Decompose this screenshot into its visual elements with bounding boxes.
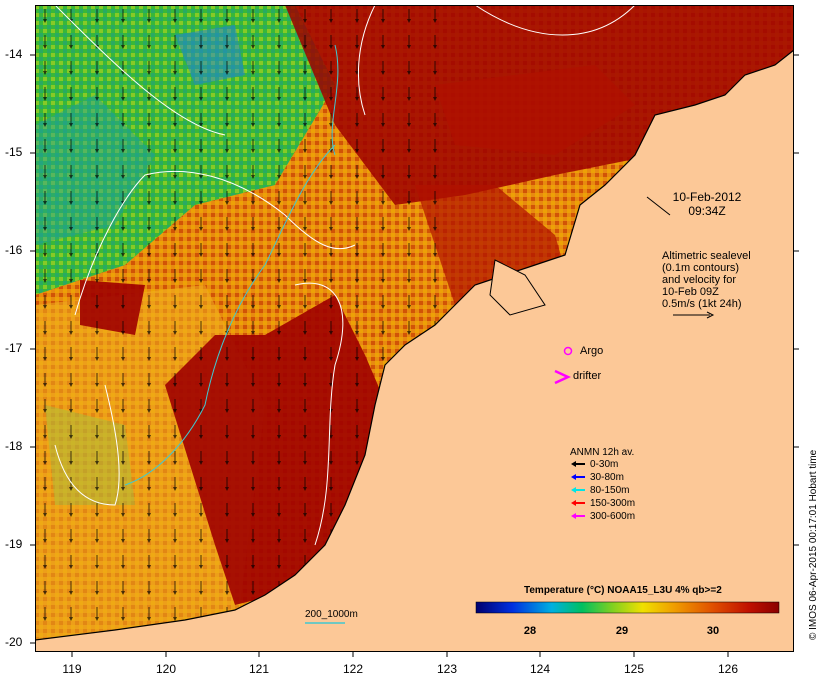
- anmn-legend-item: 300-600m: [590, 511, 636, 522]
- x-tick-label: 123: [436, 662, 458, 676]
- y-tick-label: -17: [5, 341, 23, 355]
- drifter-marker: [554, 369, 571, 385]
- anmn-legend-item: 80-150m: [590, 485, 630, 496]
- land-mass: [35, 49, 794, 652]
- argo-marker: [563, 346, 573, 356]
- colorbar-title: Temperature (°C) NOAA15_L3U 4% qb>=2: [524, 585, 722, 596]
- x-tick-label: 126: [717, 662, 739, 676]
- y-tick-label: -15: [5, 145, 23, 159]
- x-tick-label: 120: [155, 662, 177, 676]
- altimetry-line: Altimetric sealevel: [662, 250, 751, 262]
- altimetry-line: (0.1m contours): [662, 262, 740, 274]
- y-tick-label: -16: [5, 243, 23, 257]
- credit-text: © IMOS 06-Apr-2015 00:17:01 Hobart time: [808, 449, 819, 640]
- colorbar-tick: 30: [706, 625, 720, 637]
- image-datetime: 10-Feb-2012 09:34Z: [662, 190, 752, 218]
- sst-map: [35, 5, 794, 652]
- x-tick-label: 119: [62, 662, 82, 676]
- anmn-legend-item: 150-300m: [590, 498, 636, 509]
- anmn-legend-item: 0-30m: [590, 459, 619, 470]
- anmn-legend-arrows: [571, 461, 585, 519]
- y-tick-label: -19: [5, 537, 23, 551]
- time-label: 09:34Z: [688, 204, 726, 218]
- y-tick-label: -14: [5, 47, 23, 61]
- date-label: 10-Feb-2012: [672, 190, 742, 204]
- bathymetry-label: 200_1000m: [305, 609, 358, 620]
- altimetry-line: 0.5m/s (1kt 24h): [662, 298, 742, 310]
- colorbar-tick: 29: [615, 625, 629, 637]
- argo-label: Argo: [580, 345, 604, 357]
- x-tick-label: 125: [623, 662, 645, 676]
- altimetry-line: and velocity for: [662, 274, 736, 286]
- coastal-inlet: [489, 259, 546, 316]
- colorbar: [475, 601, 780, 614]
- altimetry-note: Altimetric sealevel (0.1m contours) and …: [662, 250, 751, 310]
- anmn-legend-title: ANMN 12h av.: [570, 447, 635, 458]
- x-tick-label: 121: [248, 662, 270, 676]
- anmn-legend-item: 30-80m: [590, 472, 624, 483]
- colorbar-tick: 28: [523, 625, 537, 637]
- altimetry-line: 10-Feb 09Z: [662, 286, 719, 298]
- drifter-label: drifter: [573, 370, 602, 382]
- x-tick-label: 122: [342, 662, 364, 676]
- x-tick-label: 124: [529, 662, 551, 676]
- y-tick-label: -18: [5, 439, 23, 453]
- y-tick-label: -20: [5, 635, 23, 649]
